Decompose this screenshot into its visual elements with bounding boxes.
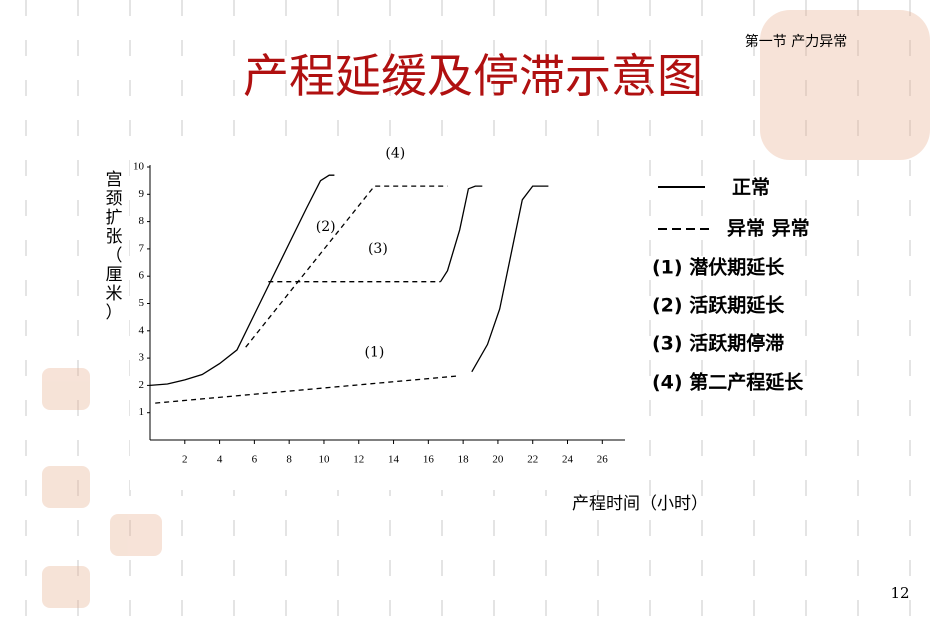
- y-tick-label: 10: [133, 161, 145, 173]
- y-tick-label: 8: [139, 215, 145, 227]
- y-tick-label: 4: [139, 324, 145, 336]
- y-tick-label: 3: [139, 352, 145, 364]
- normal-line: [471, 185, 549, 373]
- note: (4) 第二产程延长: [652, 371, 804, 394]
- x-tick-label: 24: [562, 454, 574, 466]
- x-tick-label: 26: [597, 454, 609, 466]
- note: (2) 活跃期延长: [652, 294, 785, 317]
- x-tick-label: 6: [252, 454, 258, 466]
- x-tick-label: 22: [527, 454, 538, 466]
- y-tick-label: 7: [139, 242, 145, 254]
- decoration: [42, 10, 930, 608]
- annotation: (1): [364, 345, 384, 361]
- x-tick-label: 4: [217, 454, 223, 466]
- note: (1) 潜伏期延长: [652, 256, 785, 279]
- legend-label: 正常: [732, 176, 770, 199]
- x-axis-label: 产程时间（小时）: [572, 494, 708, 514]
- x-tick-label: 14: [388, 454, 400, 466]
- page-number: 12: [890, 584, 909, 602]
- normal-line: [439, 185, 483, 283]
- plot-background: [130, 160, 630, 490]
- x-tick-label: 12: [353, 454, 364, 466]
- chart-title: 产程延缓及停滞示意图: [243, 49, 703, 103]
- y-axis-label-text: 宫颈扩张（厘米）: [106, 170, 123, 323]
- x-tick-label: 20: [492, 454, 504, 466]
- y-tick-label: 2: [139, 379, 145, 391]
- abnormal-line: [245, 185, 448, 348]
- annotation: (2): [316, 219, 336, 235]
- y-axis-label: 宫颈扩张（厘米）: [106, 170, 123, 323]
- y-tick-label: 9: [139, 188, 145, 200]
- x-tick-label: 2: [182, 454, 188, 466]
- legend-label: 异常 异常: [727, 217, 810, 240]
- y-tick-label: 6: [139, 270, 145, 282]
- normal-line: [149, 174, 335, 387]
- section-title: 第一节 产力异常: [745, 33, 847, 50]
- y-tick-label: 1: [139, 406, 145, 418]
- annotation: (4): [385, 145, 405, 161]
- abnormal-line: [155, 375, 460, 404]
- x-tick-label: 10: [318, 454, 330, 466]
- x-tick-label: 16: [423, 454, 435, 466]
- annotation: (3): [368, 241, 388, 257]
- y-tick-label: 5: [139, 297, 145, 309]
- x-tick-label: 18: [458, 454, 470, 466]
- x-tick-label: 8: [286, 454, 292, 466]
- note: (3) 活跃期停滞: [652, 332, 784, 355]
